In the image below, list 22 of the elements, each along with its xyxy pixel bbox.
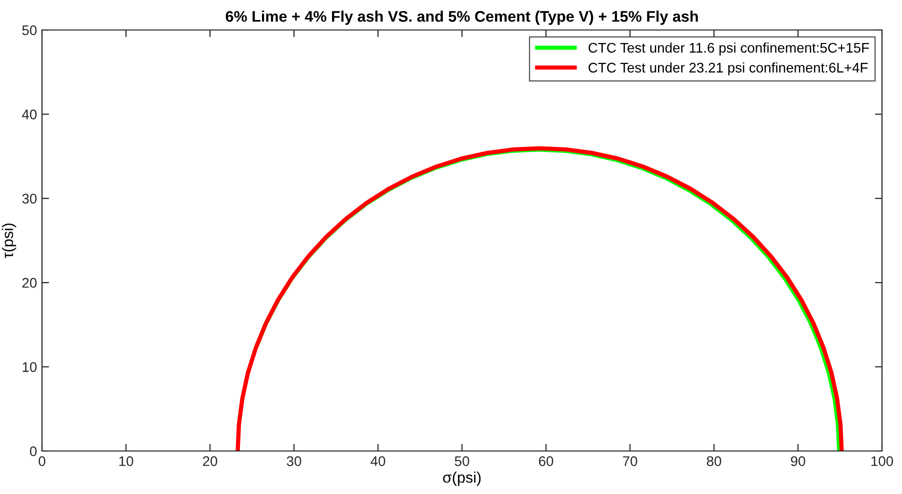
y-axis-title: τ(psi): [2, 224, 16, 258]
legend-label: CTC Test under 23.21 psi confinement:6L+4F: [588, 62, 868, 76]
x-tick-label: 40: [370, 456, 386, 466]
x-tick-label: 70: [622, 456, 638, 466]
x-tick-label: 20: [202, 456, 218, 466]
x-axis-title: σ(psi): [443, 472, 481, 486]
x-tick-label: 30: [286, 456, 302, 466]
x-tick-label: 10: [119, 456, 134, 466]
y-tick-label: 40: [22, 110, 37, 120]
x-tick-label: 60: [538, 456, 554, 466]
x-tick-label: 0: [38, 456, 46, 466]
y-tick-label: 10: [22, 362, 37, 372]
y-tick-label: 0: [30, 446, 37, 456]
chart-title: 6% Lime + 4% Fly ash VS. and 5% Cement (Type V) + 15% Fly ash: [226, 10, 698, 25]
x-tick-label: 80: [706, 456, 722, 466]
y-tick-label: 50: [22, 25, 37, 36]
y-tick-label: 20: [22, 278, 37, 288]
y-tick-label: 30: [22, 194, 37, 204]
x-tick-label: 100: [871, 456, 894, 466]
x-tick-label: 90: [790, 456, 806, 466]
x-tick-label: 50: [454, 456, 470, 466]
legend-label: CTC Test under 11.6 psi confinement:5C+15F: [588, 42, 869, 56]
